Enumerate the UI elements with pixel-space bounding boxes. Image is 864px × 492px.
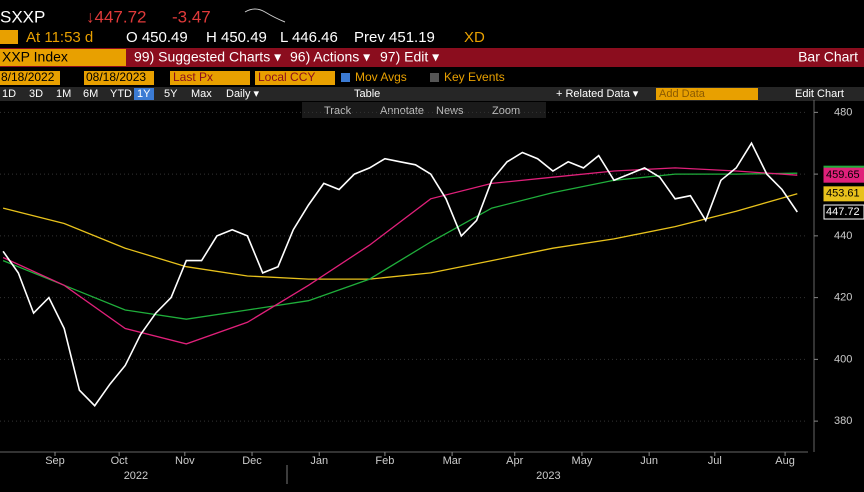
low: L 446.46 [280,29,338,46]
range-tab[interactable]: 1D [2,88,16,100]
prev: Prev 451.19 [354,29,435,46]
last-value-box [823,204,864,220]
moving-average [2,193,798,280]
price-line [2,141,798,407]
x-tick-label: Aug [775,455,795,467]
year-label: 2022 [124,470,148,482]
x-tick-label: Jul [708,455,722,467]
sparkline [244,8,286,23]
x-tick-label: May [572,455,593,467]
x-tick-label: Feb [375,455,394,467]
related-data[interactable]: + Related Data ▾ [556,88,639,100]
high: H 450.49 [206,29,267,46]
open: O 450.49 [126,29,188,46]
add-box[interactable] [656,88,758,100]
range-tab[interactable]: 6M [83,88,98,100]
last-value-label: 453.61 [826,188,860,200]
moving-average [2,172,798,320]
checkbox[interactable] [430,73,439,82]
y-tick-label: 380 [834,415,852,427]
start-date[interactable]: 8/18/2022 [1,70,55,84]
x-tick-label: Jan [310,455,328,467]
moving-average [2,167,798,345]
last-value-label: 459.65 [826,169,860,181]
year-label: 2023 [536,470,560,482]
range-tab[interactable]: Max [191,88,212,100]
menu-edit[interactable]: 97) Edit ▾ [380,49,439,65]
range-tab[interactable]: 5Y [164,88,178,100]
menu-bar [0,48,864,67]
range-tab[interactable]: 1Y [137,88,151,100]
security[interactable]: XXP Index [2,49,68,65]
y-tick-label: 480 [834,106,852,118]
x-tick-label: Mar [443,455,462,467]
mov-avgs[interactable]: Mov Avgs [355,70,407,84]
end-date[interactable]: 08/18/2023 [86,70,146,84]
active-range [134,88,154,100]
menu-actions[interactable]: 96) Actions ▾ [290,49,370,65]
add-data[interactable]: Add Data [659,88,706,100]
alert-icon [0,30,18,44]
menu-suggested[interactable]: 99) Suggested Charts ▾ [134,49,281,65]
y-tick-label: 400 [834,353,852,365]
last-value-box [823,186,864,202]
x-tick-label: Dec [242,455,262,467]
table-tab[interactable]: Table [354,88,380,100]
security-box[interactable] [0,49,126,66]
tool[interactable]: Annotate [380,105,424,117]
ticker: SXXP [0,7,45,26]
tab-bar [0,87,864,101]
range-tab[interactable]: YTD [110,88,132,100]
x-tick-label: Nov [175,455,195,467]
x-tick-label: Oct [111,455,128,467]
view-type: Bar Chart [798,49,858,65]
y-tick-label: 420 [834,292,852,304]
change: -3.47 [172,7,211,26]
last-value-box [823,167,864,183]
period[interactable]: Daily ▾ [226,88,260,100]
edit-chart[interactable]: Edit Chart [795,88,844,100]
toolbar [302,102,546,118]
start-box[interactable] [0,71,60,85]
tool[interactable]: News [436,105,464,117]
range-tab[interactable]: 3D [29,88,43,100]
y-tick-label: 440 [834,230,852,242]
checkbox[interactable] [341,73,350,82]
flag: XD [464,29,485,46]
range-tab[interactable]: 1M [56,88,71,100]
end-box[interactable] [84,71,154,85]
last-price: ↓447.72 [86,7,147,26]
x-tick-label: Jun [640,455,658,467]
x-tick-label: Sep [45,455,65,467]
tool[interactable]: Zoom [492,105,520,117]
field[interactable]: Last Px [173,70,213,84]
last-value-label: 447.72 [826,206,860,218]
time: At 11:53 d [26,29,93,46]
field-box[interactable] [170,71,250,85]
ccy-box[interactable] [255,71,335,85]
x-tick-label: Apr [506,455,523,467]
key-events[interactable]: Key Events [444,70,505,84]
tool[interactable]: Track [324,105,352,117]
currency[interactable]: Local CCY [258,70,315,84]
